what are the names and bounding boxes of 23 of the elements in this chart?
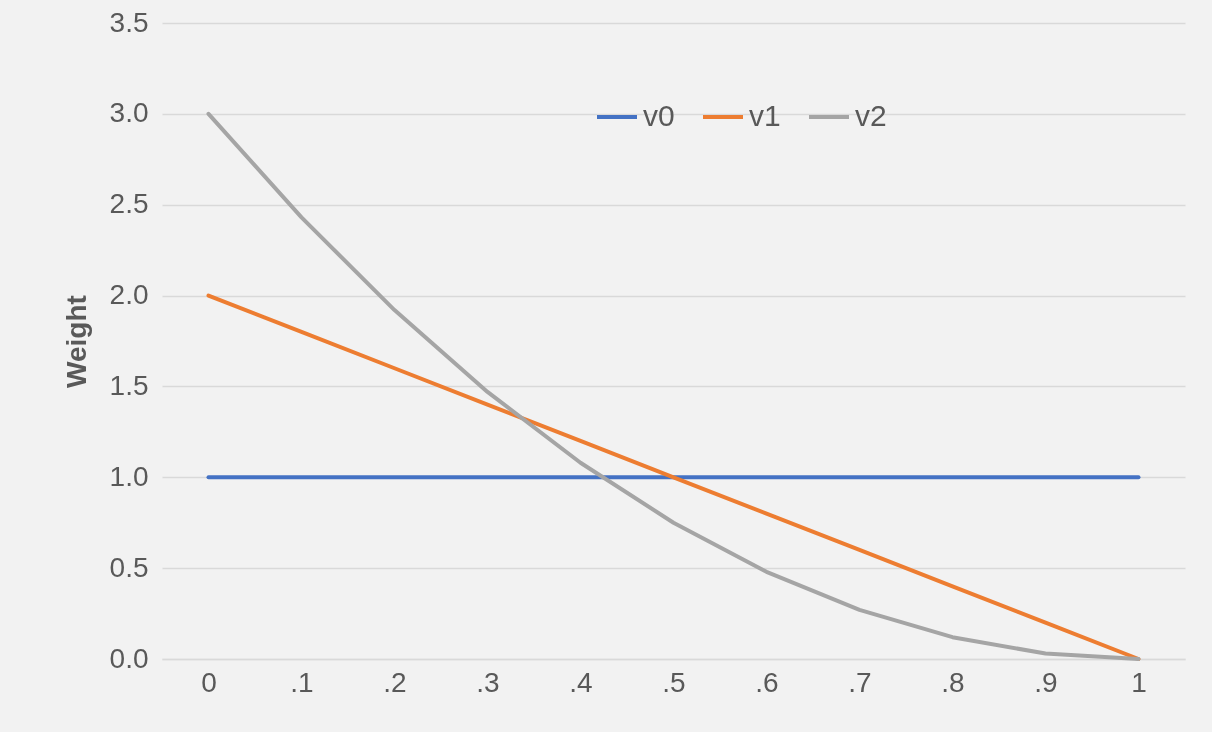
x-tick-label: .6 — [755, 666, 779, 698]
x-tick-label: .4 — [569, 666, 593, 698]
y-tick-label: 3.0 — [109, 97, 149, 129]
x-tick-label: 0 — [201, 666, 217, 698]
x-tick-label: 1 — [1131, 666, 1147, 698]
x-tick-label: .1 — [290, 666, 314, 698]
y-tick-label: 2.5 — [109, 188, 149, 220]
x-tick-label: .8 — [941, 666, 965, 698]
legend-label: v2 — [855, 99, 887, 132]
x-tick-label: .5 — [662, 666, 686, 698]
x-tick-label: .9 — [1034, 666, 1058, 698]
y-tick-label: 0.5 — [109, 551, 149, 583]
y-tick-label: 0.0 — [109, 642, 149, 674]
y-tick-label: 1.5 — [109, 369, 149, 401]
legend-label: v1 — [749, 99, 781, 132]
legend-label: v0 — [643, 99, 675, 132]
y-tick-label: 2.0 — [109, 279, 149, 311]
y-tick-label: 1.0 — [109, 460, 149, 492]
x-tick-label: .3 — [476, 666, 500, 698]
y-axis-title: Weight — [60, 295, 92, 388]
x-tick-label: .2 — [383, 666, 407, 698]
y-tick-label: 3.5 — [109, 6, 149, 38]
x-tick-label: .7 — [848, 666, 872, 698]
